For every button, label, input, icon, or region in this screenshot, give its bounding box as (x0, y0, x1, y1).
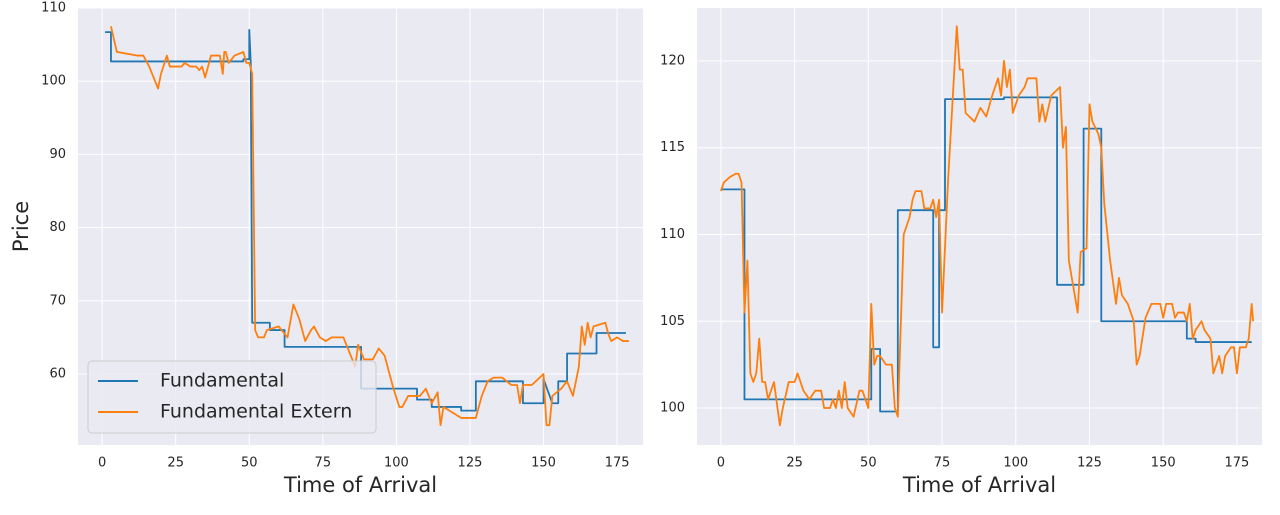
legend-label: Fundamental Extern (160, 401, 352, 423)
x-tick-label: 175 (1225, 456, 1250, 471)
x-tick-label: 75 (934, 456, 951, 471)
x-tick-label: 125 (458, 456, 483, 471)
x-tick-label: 100 (1003, 456, 1028, 471)
x-tick-label: 0 (98, 456, 106, 471)
y-axis-label: Price (9, 201, 33, 252)
y-tick-label: 100 (41, 74, 66, 89)
x-tick-label: 150 (1151, 456, 1176, 471)
data-line (110, 26, 629, 427)
x-axis-label: Time of Arrival (283, 473, 437, 497)
y-tick-label: 60 (49, 366, 66, 381)
x-tick-label: 50 (860, 456, 877, 471)
legend-box (87, 360, 377, 434)
x-tick-label: 25 (786, 456, 803, 471)
x-tick-label: 150 (531, 456, 556, 471)
y-tick-label: 80 (49, 220, 66, 235)
data-line (720, 25, 1255, 427)
y-tick-label: 110 (41, 1, 66, 16)
x-tick-label: 75 (315, 456, 332, 471)
y-tick-label: 70 (49, 293, 66, 308)
y-tick-label: 120 (660, 53, 685, 68)
data-line (105, 29, 626, 412)
x-tick-label: 125 (1077, 456, 1102, 471)
legend-label: Fundamental (160, 370, 284, 392)
x-tick-label: 25 (167, 456, 184, 471)
y-tick-label: 100 (660, 401, 685, 416)
x-tick-label: 100 (384, 456, 409, 471)
y-tick-label: 90 (49, 147, 66, 162)
data-line (720, 96, 1252, 413)
x-axis-label: Time of Arrival (902, 473, 1056, 497)
y-tick-label: 115 (660, 140, 685, 155)
x-tick-label: 50 (241, 456, 258, 471)
plot-background (697, 8, 1262, 445)
y-tick-label: 105 (660, 314, 685, 329)
y-tick-label: 110 (660, 227, 685, 242)
x-tick-label: 175 (605, 456, 630, 471)
legend: Fundamental Fundamental Extern (87, 360, 377, 434)
x-tick-label: 0 (717, 456, 725, 471)
